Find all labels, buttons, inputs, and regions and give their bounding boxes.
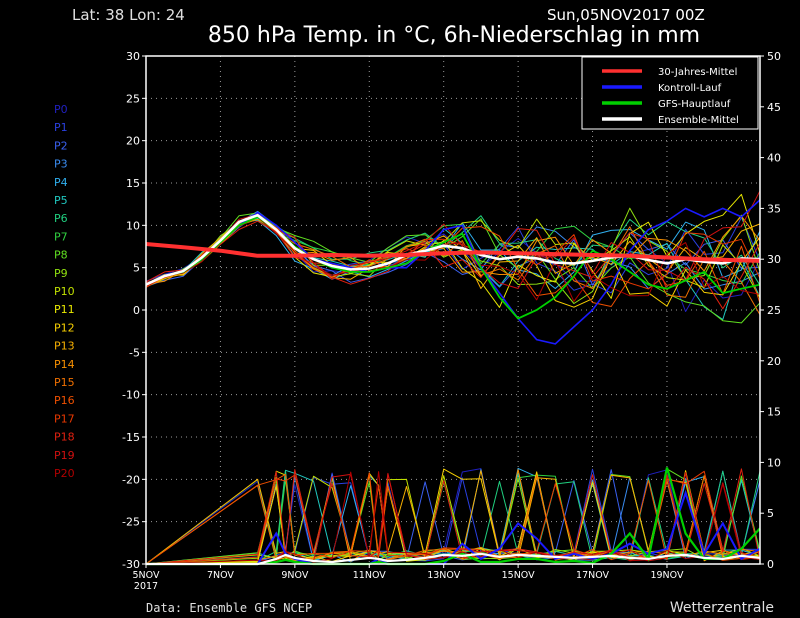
series-legend: 30-Jahres-Mittel Kontroll-Lauf GFS-Hauptla… xyxy=(581,56,759,130)
legend-label: Ensemble-Mittel xyxy=(658,115,739,126)
member-label: P15 xyxy=(54,376,75,389)
ensemble-mean-line xyxy=(145,213,761,286)
legend-label: 30-Jahres-Mittel xyxy=(658,67,737,78)
member-label: P4 xyxy=(54,176,68,189)
legend-label: Kontroll-Lauf xyxy=(658,83,722,94)
y-right-tick-label: 30 xyxy=(767,253,781,266)
y-left-tick-label: 20 xyxy=(126,135,140,148)
member-label: P2 xyxy=(54,139,68,152)
x-tick-label: 5NOV xyxy=(133,570,160,581)
brand-label: Wetterzentrale xyxy=(670,600,774,616)
y-left-tick-label: 10 xyxy=(126,219,140,232)
clim-30yr-line xyxy=(145,242,761,263)
y-right-tick-label: 45 xyxy=(767,101,781,114)
member-label: P0 xyxy=(54,103,68,116)
member-label: P17 xyxy=(54,412,75,425)
axes: -30 -25 -20 -15 -10 -5 0 5 10 15 20 25 30 0 5 10 15 20 25 3… xyxy=(122,50,781,592)
x-tick-label: 17NOV xyxy=(576,570,610,581)
member-temp-line xyxy=(145,215,761,285)
member-label: P19 xyxy=(54,449,75,462)
member-label: P6 xyxy=(54,212,68,225)
x-tick-sublabel: 2017 xyxy=(134,581,158,592)
run-time-label: Sun,05NOV2017 00Z xyxy=(547,6,705,24)
y-left-tick-label: 30 xyxy=(126,50,140,63)
y-right-tick-label: 10 xyxy=(767,456,781,469)
x-tick-label: 15NOV xyxy=(502,570,536,581)
y-right-tick-label: 50 xyxy=(767,50,781,63)
member-label: P3 xyxy=(54,158,68,171)
x-tick-label: 7NOV xyxy=(207,570,234,581)
x-tick-label: 19NOV xyxy=(650,570,684,581)
member-label: P20 xyxy=(54,467,75,480)
x-tick-label: 13NOV xyxy=(427,570,461,581)
member-precip-line xyxy=(145,470,761,565)
y-left-tick-label: -15 xyxy=(122,431,140,444)
member-label: P9 xyxy=(54,267,68,280)
legend-box xyxy=(581,56,759,130)
y-left-tick-label: 0 xyxy=(133,304,140,317)
main-run-line xyxy=(145,215,761,320)
legend-label: GFS-Hauptlauf xyxy=(658,99,731,110)
y-left-tick-label: 25 xyxy=(126,92,140,105)
member-precip-line xyxy=(145,471,761,565)
y-right-tick-label: 15 xyxy=(767,406,781,419)
location-label: Lat: 38 Lon: 24 xyxy=(72,6,185,24)
data-source-label: Data: Ensemble GFS NCEP xyxy=(146,601,312,615)
member-label: P10 xyxy=(54,285,75,298)
member-temp-line xyxy=(145,190,761,289)
x-tick-label: 9NOV xyxy=(281,570,308,581)
member-precip-line xyxy=(145,470,761,565)
y-left-tick-label: -5 xyxy=(129,346,140,359)
ensemble-mean-precip-line xyxy=(146,552,761,566)
y-left-tick-label: -30 xyxy=(122,558,140,571)
y-right-tick-label: 25 xyxy=(767,304,781,317)
y-right-tick-label: 40 xyxy=(767,152,781,165)
y-left-tick-label: 5 xyxy=(133,262,140,275)
y-right-tick-label: 0 xyxy=(767,558,774,571)
y-left-tick-label: -25 xyxy=(122,516,140,529)
member-label: P11 xyxy=(54,303,75,316)
y-right-tick-label: 35 xyxy=(767,202,781,215)
precipitation-series xyxy=(145,467,761,566)
member-label: P14 xyxy=(54,358,75,371)
main-series xyxy=(145,199,761,345)
member-legend: P0 P1 P2 P3 P4 P5 P6 P7 P8 P9 P10 P11 P12 P13 P14 P15 P1… xyxy=(54,103,75,480)
member-label: P5 xyxy=(54,194,68,207)
y-right-tick-label: 5 xyxy=(767,507,774,520)
chart-title: 850 hPa Temp. in °C, 6h-Niederschlag in … xyxy=(208,23,700,48)
member-label: P16 xyxy=(54,394,75,407)
member-label: P7 xyxy=(54,230,68,243)
member-temp-line xyxy=(145,220,761,310)
member-label: P13 xyxy=(54,340,75,353)
member-label: P18 xyxy=(54,431,75,444)
member-label: P1 xyxy=(54,121,68,134)
member-label: P8 xyxy=(54,249,68,262)
y-left-tick-label: -10 xyxy=(122,389,140,402)
x-tick-label: 11NOV xyxy=(353,570,387,581)
y-left-tick-label: -20 xyxy=(122,473,140,486)
member-label: P12 xyxy=(54,321,75,334)
y-left-tick-label: 15 xyxy=(126,177,140,190)
plot-area xyxy=(146,56,760,564)
member-precip-line xyxy=(145,469,761,565)
y-right-tick-label: 20 xyxy=(767,355,781,368)
